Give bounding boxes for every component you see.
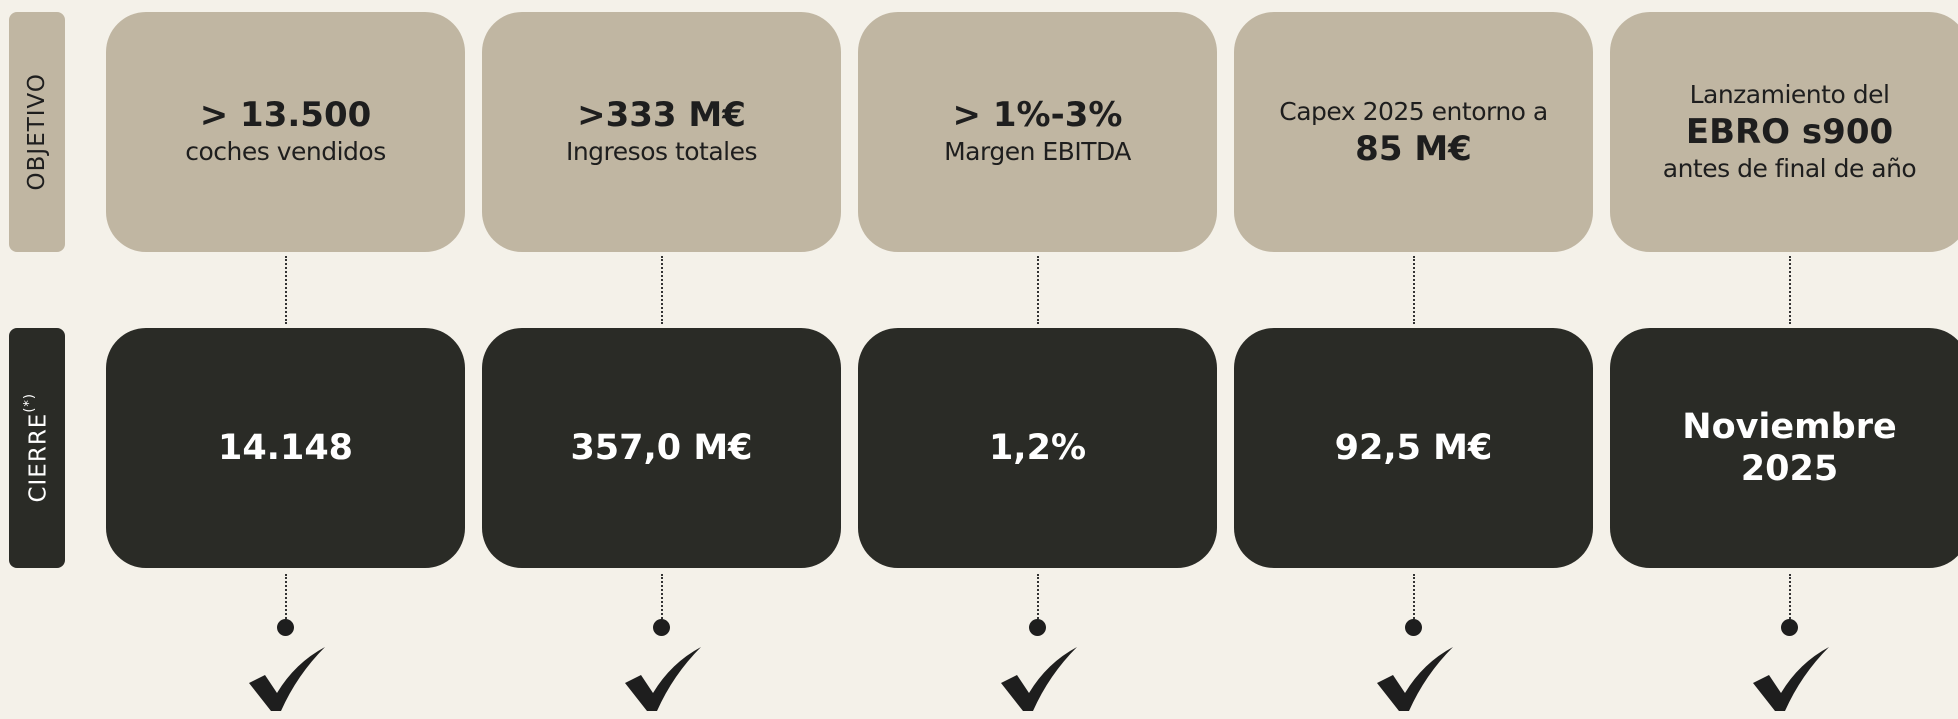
objective-line: Lanzamiento del [1689,80,1890,109]
label-text: OBJETIVO [24,73,50,191]
dot-marker [1781,619,1798,636]
checkmark [1751,645,1831,715]
connector [1413,574,1415,622]
objective-row-label: OBJETIVO [9,12,65,252]
connector [285,574,287,622]
connector [1037,574,1039,622]
check-icon [249,647,325,711]
connector [1789,574,1791,622]
dot-marker [1029,619,1046,636]
objective-line: 85 M€ [1355,129,1472,169]
objective-box: >333 M€ Ingresos totales [482,12,841,252]
objective-line: Ingresos totales [565,137,758,166]
objective-line: Margen EBITDA [944,137,1131,166]
checkmark [1375,645,1455,715]
closing-box: Noviembre 2025 [1610,328,1958,568]
objective-line: EBRO s900 [1685,112,1894,152]
connector [661,256,663,324]
objective-line: > 13.500 [199,95,372,135]
label-text: CIERRE(*) [22,393,52,503]
checkmark [623,645,703,715]
checkmark [247,645,327,715]
connector [1789,256,1791,324]
objective-box: Lanzamiento del EBRO s900 antes de final d… [1610,12,1958,252]
objective-box: > 1%-3% Margen EBITDA [858,12,1217,252]
dot-marker [653,619,670,636]
objective-line: Capex 2025 entorno a [1279,97,1548,126]
closing-value: 1,2% [988,428,1087,468]
closing-box: 14.148 [106,328,465,568]
check-icon [1377,647,1453,711]
closing-value: 14.148 [217,428,354,468]
closing-value: 92,5 M€ [1334,428,1493,468]
connector [1413,256,1415,324]
objective-line: >333 M€ [577,95,746,135]
checkmark [999,645,1079,715]
objective-box: > 13.500 coches vendidos [106,12,465,252]
closing-row-label: CIERRE(*) [9,328,65,568]
check-icon [1001,647,1077,711]
dot-marker [277,619,294,636]
closing-value: Noviembre [1682,407,1897,447]
dot-marker [1405,619,1422,636]
closing-value: 357,0 M€ [570,428,753,468]
connector [285,256,287,324]
closing-value: 2025 [1740,449,1839,489]
closing-box: 357,0 M€ [482,328,841,568]
objective-line: antes de final de año [1662,154,1917,183]
label-note: (*) [22,393,38,413]
connector [1037,256,1039,324]
closing-box: 1,2% [858,328,1217,568]
closing-box: 92,5 M€ [1234,328,1593,568]
objective-line: > 1%-3% [952,95,1123,135]
objective-line: coches vendidos [185,137,386,166]
connector [661,574,663,622]
objective-box: Capex 2025 entorno a 85 M€ [1234,12,1593,252]
check-icon [625,647,701,711]
check-icon [1753,647,1829,711]
label-main: CIERRE [25,412,52,503]
